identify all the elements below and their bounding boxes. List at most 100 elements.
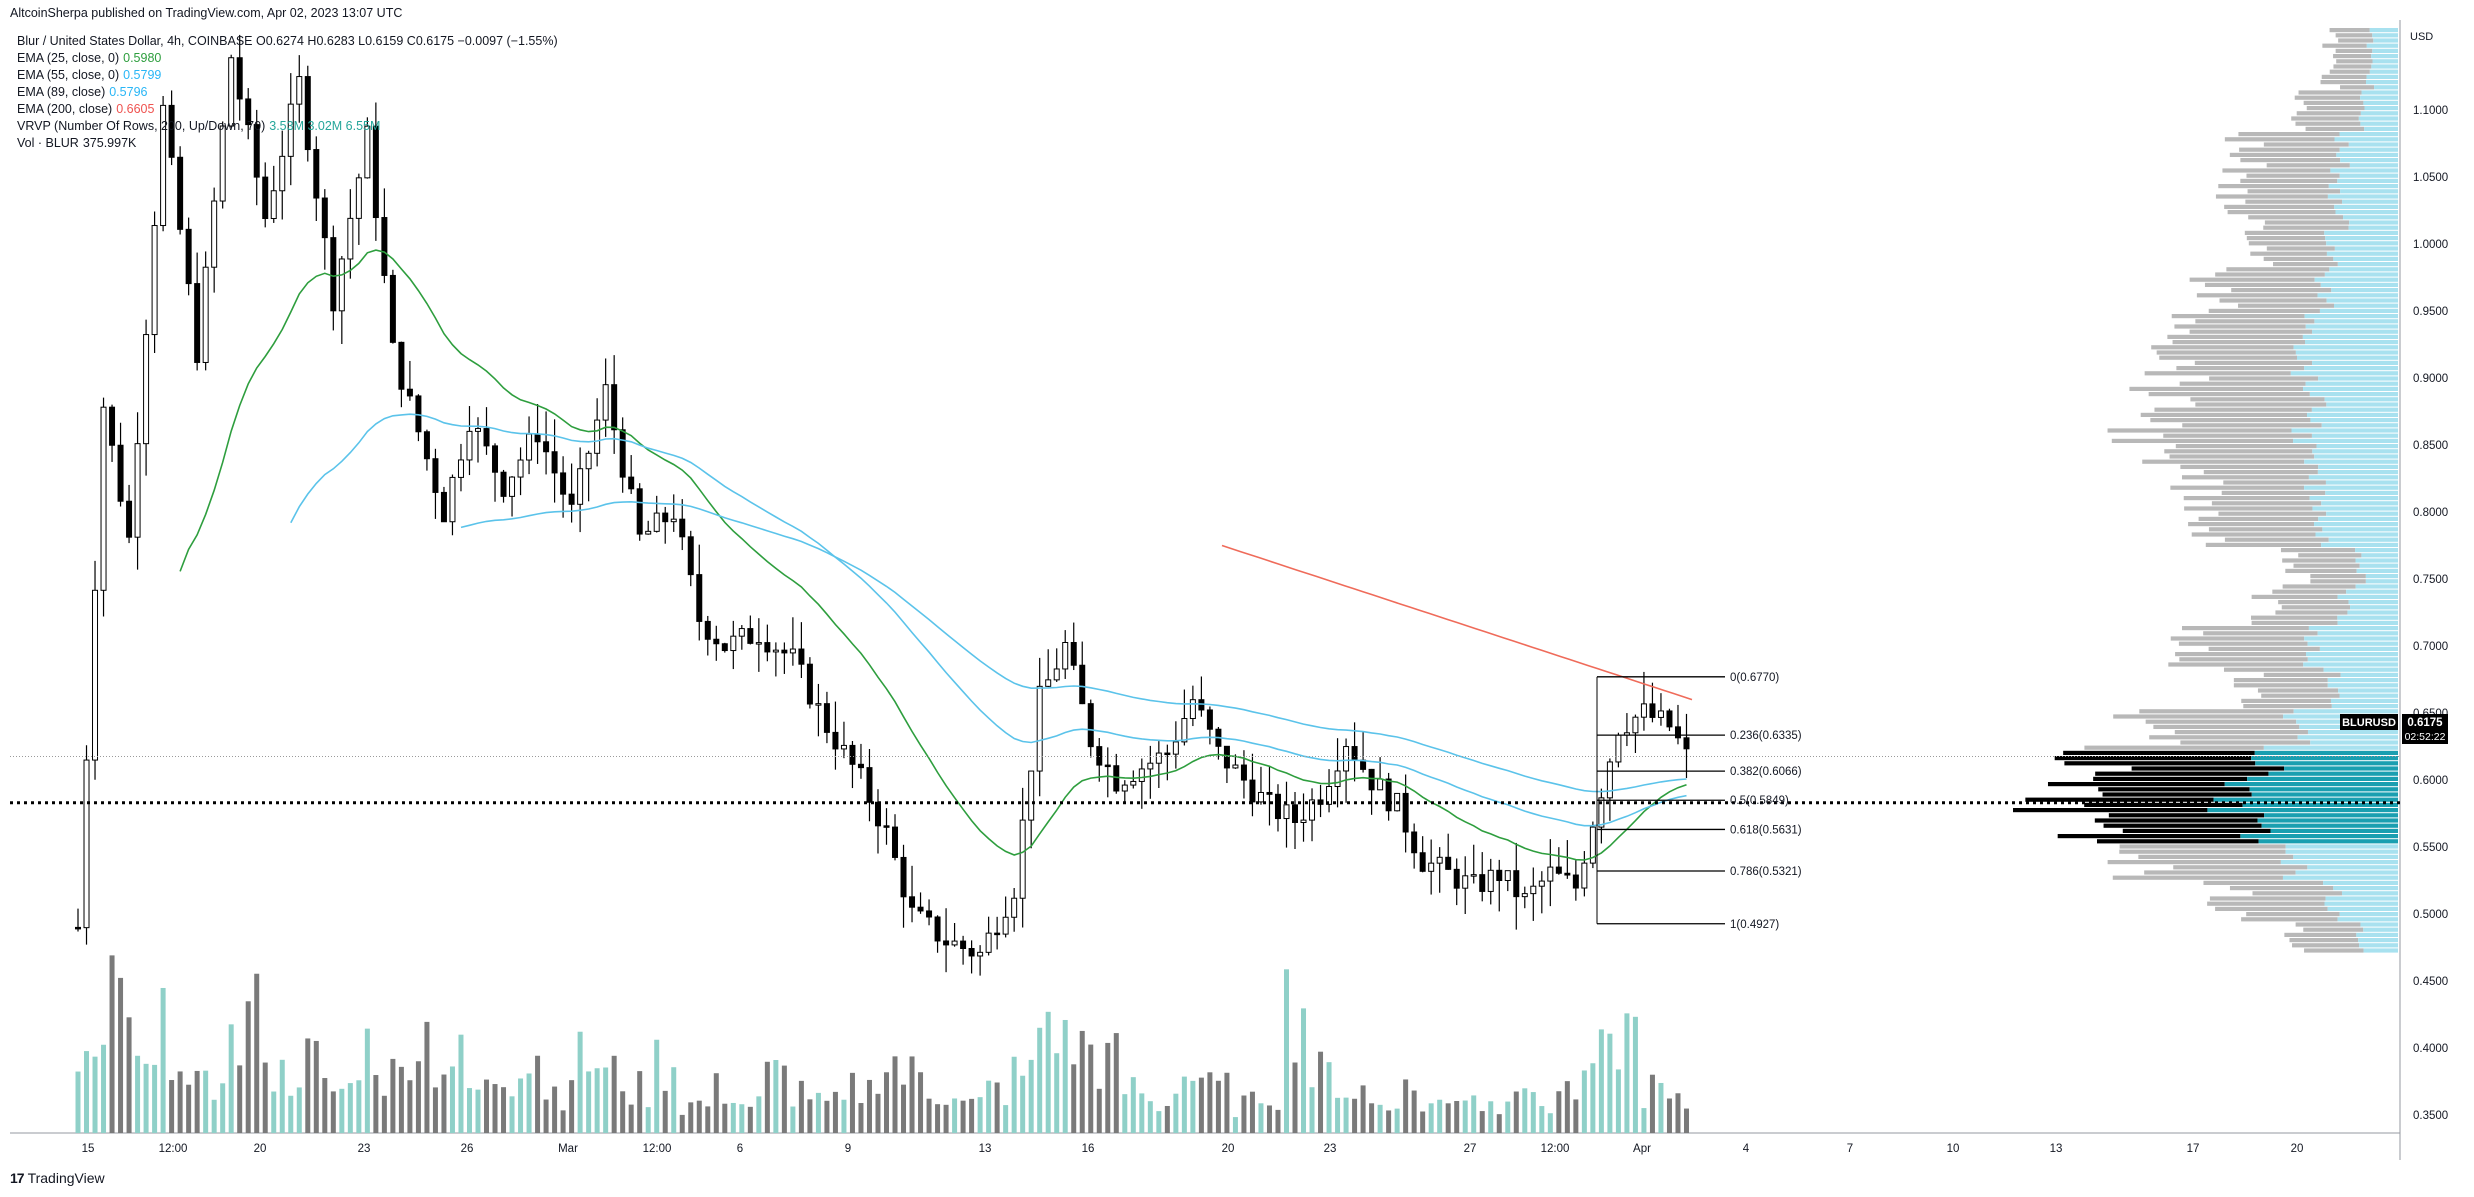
legend-vrvp[interactable]: VRVP (Number Of Rows, 200, Up/Down, 70) 3… [17,118,558,135]
volume-bar [1530,1092,1536,1133]
candle-body [517,459,524,478]
profile-down-bar [2233,678,2328,683]
profile-up-bar [2355,584,2398,589]
volume-bar [1258,1103,1264,1133]
profile-up-bar [2339,912,2398,917]
candle-body [423,431,430,460]
profile-up-bar [2360,121,2398,126]
x-tick-label: 20 [1222,1143,1235,1155]
legend-ema89[interactable]: EMA (89, close) 0.5796 [17,84,558,101]
profile-down-bar [2241,698,2331,703]
profile-up-bar [2314,319,2398,324]
volume-bar [713,1073,719,1133]
profile-down-bar [2189,277,2315,282]
profile-up-bar [2342,199,2398,204]
volume-bar [1386,1110,1392,1133]
volume-bar [1581,1070,1587,1133]
ema55-line [290,413,1687,827]
volume-bar [1505,1101,1511,1133]
profile-down-bar [2263,225,2349,230]
volume-bar [858,1103,864,1133]
profile-up-bar [2325,490,2398,495]
profile-down-bar [2303,100,2364,105]
y-tick-label: 0.4500 [2413,976,2448,988]
x-tick-label: 20 [254,1143,267,1155]
volume-bar [415,1061,421,1133]
volume-bar [943,1104,949,1133]
profile-down-bar [2304,948,2364,953]
candle-body [1104,764,1111,768]
profile-down-bar [2226,267,2330,272]
candle-body [1419,852,1426,872]
volume-bar [892,1056,898,1133]
time-axis[interactable]: 15 12:00 20 23 26 Mar 12:00 6 9 13 16 20 23 27 12:00 Ap… [82,1143,2304,1155]
volume-bar [1496,1114,1502,1133]
profile-down-bar [2174,730,2308,735]
fib-level-label: 0.618(0.5631) [1730,824,1802,836]
candle-body [83,759,90,929]
profile-down-bar [2298,90,2362,95]
y-tick-label: 0.7500 [2413,574,2448,586]
candle-body [1249,779,1256,803]
profile-down-bar [2240,158,2341,163]
candle-body [287,103,294,157]
profile-up-bar [2303,662,2398,667]
profile-up-bar [2334,246,2398,251]
profile-down-bar [2189,329,2313,334]
volume-bar [773,1060,779,1133]
profile-down-bar [2054,756,2252,761]
volume-bar [747,1106,753,1133]
volume-bar [884,1072,889,1133]
profile-up-bar [2340,189,2398,194]
volume-bar [364,1028,370,1133]
candle-body [1479,874,1486,892]
volume-bar [1037,1027,1043,1133]
legend-ema55[interactable]: EMA (55, close, 0) 0.5799 [17,67,558,84]
fib-level-label: 0.5(0.5849) [1730,795,1789,807]
candle-body [1155,752,1162,764]
ema200-label: EMA (200, close) [17,102,113,116]
candle-body [1428,862,1435,872]
volume-bar [118,977,124,1133]
profile-up-bar [2318,516,2398,521]
candle-body [619,429,626,478]
profile-down-bar [2140,412,2308,417]
volume-bar [177,1071,183,1133]
profile-up-bar [2365,574,2398,579]
profile-up-bar [2324,901,2398,906]
volume-bar [1105,1042,1111,1133]
profile-up-bar [2247,776,2398,781]
volume-bar [390,1058,396,1133]
legend-ema200[interactable]: EMA (200, close) 0.6605 [17,101,558,118]
profile-up-bar [2371,64,2398,69]
profile-down-bar [2169,454,2315,459]
candle-body [304,76,311,151]
volume-bar [1683,1108,1689,1133]
legend-volume[interactable]: Vol · BLUR 375.997K [17,135,558,152]
volume-bar [1445,1103,1451,1133]
profile-down-bar [2204,282,2321,287]
profile-down-bar [2203,880,2324,885]
candle-body [696,574,703,622]
profile-down-bar [2171,314,2305,319]
profile-up-bar [2364,126,2398,131]
candle-body [1683,737,1690,750]
profile-up-bar [2284,766,2398,771]
tradingview-brand[interactable]: 17 TradingView [10,1170,105,1186]
x-tick-label: 12:00 [643,1143,672,1155]
x-tick-label: 10 [1947,1143,1960,1155]
profile-up-bar [2305,381,2398,386]
volume-bar [1573,1099,1579,1133]
profile-down-bar [2224,204,2335,209]
volume-bar [705,1106,711,1133]
profile-down-bar [2280,548,2356,553]
profile-down-bar [2179,657,2308,662]
legend-ema25[interactable]: EMA (25, close, 0) 0.5980 [17,50,558,67]
candle-body [279,155,286,192]
candle-body [1274,793,1281,820]
profile-up-bar [2324,272,2398,277]
volume-bar [1411,1090,1417,1133]
profile-up-bar [2280,860,2398,865]
volume-bar [1232,1117,1238,1133]
